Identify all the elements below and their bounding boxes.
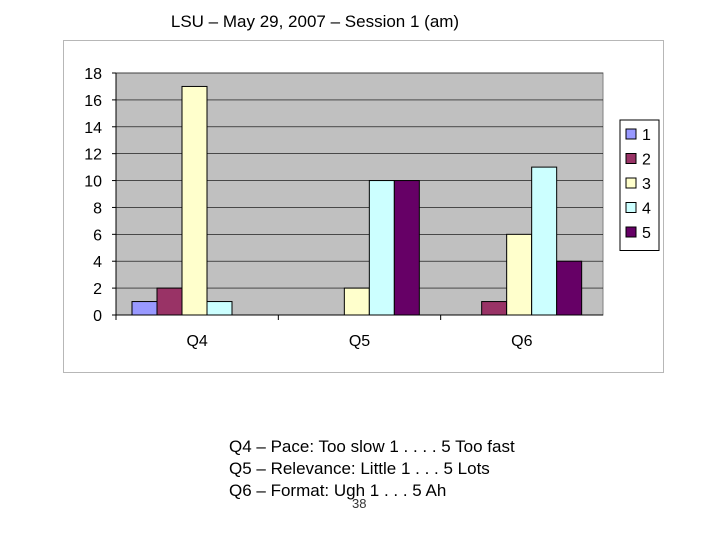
legend-swatch-3 xyxy=(625,177,637,189)
legend-swatch-5 xyxy=(625,226,637,238)
y-tick-label: 16 xyxy=(84,93,102,110)
legend-swatch-1 xyxy=(625,128,637,140)
legend-label-2: 2 xyxy=(642,152,651,169)
y-tick-label: 0 xyxy=(93,308,102,325)
question-notes: Q4 – Pace: Too slow 1 . . . . 5 Too fast… xyxy=(229,436,515,502)
legend-swatch-4 xyxy=(625,202,637,213)
bar-q6-series-2 xyxy=(481,301,508,316)
y-tick-label: 14 xyxy=(84,120,102,137)
legend-label-1: 1 xyxy=(642,127,651,144)
note-q5: Q5 – Relevance: Little 1 . . . 5 Lots xyxy=(229,459,490,478)
x-tick-label: Q5 xyxy=(349,333,370,350)
y-tick-label: 8 xyxy=(93,200,102,217)
y-tick-label: 4 xyxy=(93,254,102,271)
y-tick-label: 6 xyxy=(93,227,102,244)
bar-q5-series-4 xyxy=(368,180,395,316)
bar-q4-series-3 xyxy=(181,85,208,316)
y-tick-label: 18 xyxy=(84,66,102,83)
legend-swatch-2 xyxy=(625,153,637,164)
legend-label-3: 3 xyxy=(642,176,651,193)
legend-label-4: 4 xyxy=(642,201,651,218)
x-tick-label: Q4 xyxy=(186,333,207,350)
y-tick-label: 2 xyxy=(93,281,102,298)
bar-q5-series-3 xyxy=(343,287,370,316)
legend-label-5: 5 xyxy=(642,225,651,242)
bar-q5-series-5 xyxy=(393,180,420,316)
note-q4: Q4 – Pace: Too slow 1 . . . . 5 Too fast xyxy=(229,437,515,456)
page-number: 38 xyxy=(352,496,367,511)
bar-q4-series-4 xyxy=(206,301,233,316)
y-tick-label: 12 xyxy=(84,147,102,164)
bar-q4-series-2 xyxy=(156,287,183,316)
bar-q6-series-5 xyxy=(556,260,583,316)
slide-title: LSU – May 29, 2007 – Session 1 (am) xyxy=(170,12,460,31)
bar-q6-series-3 xyxy=(506,233,533,316)
x-tick-label: Q6 xyxy=(511,333,532,350)
bar-q6-series-4 xyxy=(531,166,558,316)
bar-q4-series-1 xyxy=(131,301,158,316)
note-q6: Q6 – Format: Ugh 1 . . . 5 Ah xyxy=(229,481,447,500)
y-tick-label: 10 xyxy=(84,174,102,191)
